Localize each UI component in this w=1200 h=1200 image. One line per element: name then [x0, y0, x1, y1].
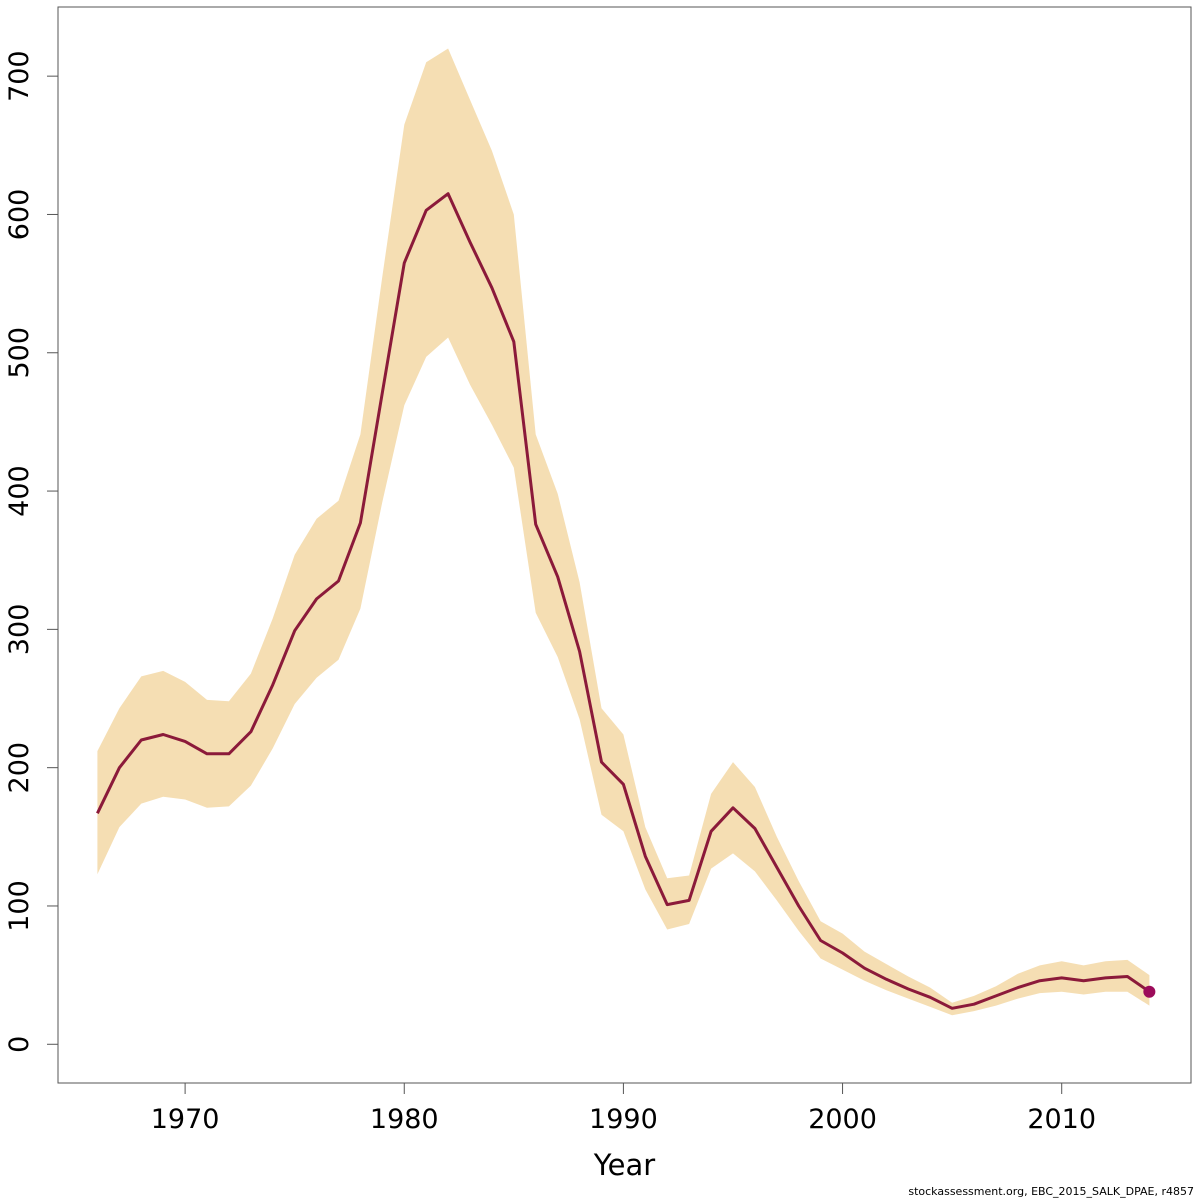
- highlight-point-layer: [1143, 985, 1156, 998]
- y-tick-label: 500: [4, 327, 35, 379]
- y-axis: 0 100 200 300 400 500 600 700: [4, 50, 59, 1053]
- x-tick-label: 1980: [370, 1104, 439, 1135]
- confidence-band-layer: [97, 48, 1150, 1016]
- y-tick-label: 400: [4, 465, 35, 517]
- x-axis: 1970 1980 1990 2000 2010: [151, 1082, 1096, 1135]
- x-axis-label: Year: [593, 1148, 655, 1182]
- y-tick-label: 100: [4, 880, 35, 932]
- x-tick-label: 1970: [151, 1104, 220, 1135]
- x-tick-label: 2000: [808, 1104, 877, 1135]
- series-line: [96, 192, 1151, 1010]
- x-tick-label: 1990: [589, 1104, 658, 1135]
- series-line-layer: [96, 192, 1151, 1010]
- footer-credit: stockassessment.org, EBC_2015_SALK_DPAE,…: [908, 1185, 1194, 1198]
- y-tick-label: 600: [4, 189, 35, 241]
- y-tick-label: 700: [4, 50, 35, 102]
- confidence-band: [97, 48, 1150, 1016]
- last-year-point: [1143, 985, 1156, 998]
- plot-frame: [57, 6, 1192, 1084]
- y-tick-label: 200: [4, 742, 35, 794]
- x-tick-label: 2010: [1027, 1104, 1096, 1135]
- y-tick-label: 0: [4, 1036, 35, 1053]
- y-tick-label: 300: [4, 604, 35, 656]
